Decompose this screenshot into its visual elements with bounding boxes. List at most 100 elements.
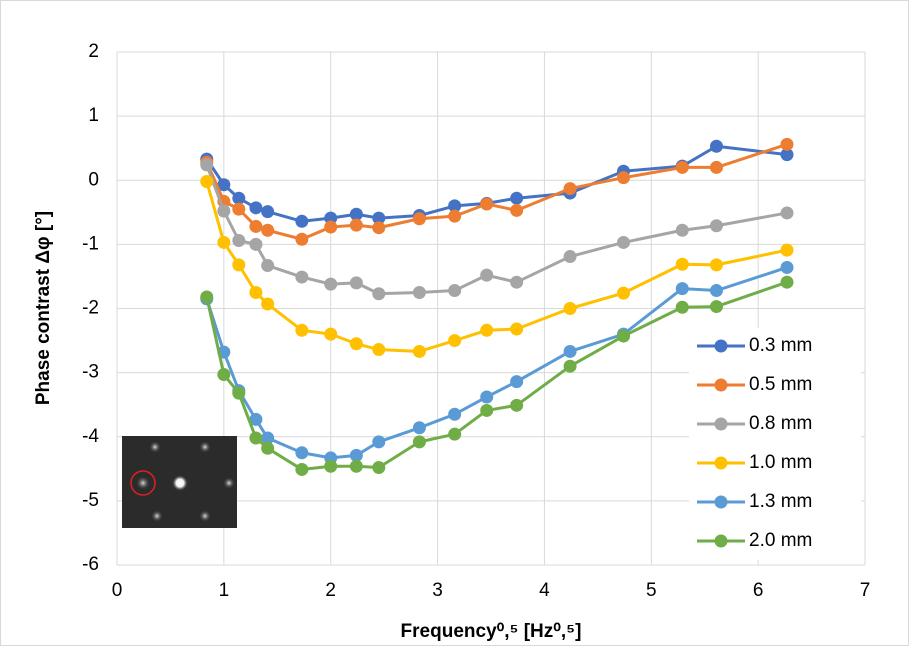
data-point xyxy=(232,202,246,216)
x-tick-label: 3 xyxy=(432,580,443,601)
data-point xyxy=(448,334,462,348)
data-point xyxy=(480,268,494,282)
inset-image xyxy=(122,436,237,528)
y-tick-label: 1 xyxy=(88,105,99,126)
data-point xyxy=(412,421,426,435)
data-point xyxy=(780,243,794,257)
series-line xyxy=(205,280,788,471)
data-point xyxy=(200,175,214,189)
data-point xyxy=(200,158,214,172)
data-point xyxy=(617,171,631,185)
y-tick-label: 0 xyxy=(88,169,99,190)
data-point xyxy=(372,211,386,225)
data-point xyxy=(709,160,723,174)
data-point xyxy=(249,201,263,215)
data-point xyxy=(675,223,689,237)
data-point xyxy=(412,344,426,358)
x-tick-label: 0 xyxy=(112,580,123,601)
data-point xyxy=(780,206,794,220)
data-point xyxy=(324,327,338,341)
data-point xyxy=(349,337,363,351)
data-point xyxy=(709,300,723,314)
x-axis-title: Frequency⁰,⁵ [Hz⁰,⁵] xyxy=(401,621,582,642)
data-point xyxy=(261,259,275,273)
data-point xyxy=(510,191,524,205)
legend-label: 0.5 mm xyxy=(749,374,812,395)
data-point xyxy=(780,260,794,274)
legend-marker xyxy=(714,339,728,353)
data-point xyxy=(448,427,462,441)
x-tick-label: 5 xyxy=(646,580,657,601)
data-point xyxy=(510,203,524,217)
data-point xyxy=(349,448,363,462)
data-point xyxy=(295,323,309,337)
legend-marker xyxy=(714,495,728,509)
data-point xyxy=(232,386,246,400)
data-point xyxy=(349,459,363,473)
legend-box xyxy=(689,328,861,560)
x-tick-label: 4 xyxy=(539,580,550,601)
data-point xyxy=(261,441,275,455)
data-point xyxy=(232,191,246,205)
data-point xyxy=(324,277,338,291)
data-point xyxy=(412,435,426,449)
data-point xyxy=(563,359,577,373)
data-point xyxy=(249,285,263,299)
data-point xyxy=(510,398,524,412)
data-point xyxy=(200,290,214,304)
data-point xyxy=(261,205,275,219)
data-point xyxy=(295,214,309,228)
data-point xyxy=(261,431,275,445)
y-axis-title: Phase contrast Δφ [°] xyxy=(33,211,54,405)
data-point xyxy=(709,219,723,233)
data-point xyxy=(709,284,723,298)
data-point xyxy=(709,258,723,272)
data-point xyxy=(295,232,309,246)
data-point xyxy=(510,322,524,336)
legend-marker xyxy=(714,534,728,548)
data-point xyxy=(349,218,363,232)
data-point xyxy=(249,237,263,251)
legend-label: 2.0 mm xyxy=(749,530,812,551)
data-point xyxy=(780,275,794,289)
data-point xyxy=(480,323,494,337)
data-point xyxy=(448,407,462,421)
legend-label: 1.3 mm xyxy=(749,491,812,512)
y-tick-label: -4 xyxy=(82,426,99,447)
data-point xyxy=(372,461,386,475)
x-tick-label: 6 xyxy=(753,580,764,601)
data-point xyxy=(232,234,246,248)
data-point xyxy=(249,431,263,445)
x-tick-label: 1 xyxy=(219,580,230,601)
y-tick-label: -3 xyxy=(82,362,99,383)
data-point xyxy=(675,282,689,296)
data-point xyxy=(480,403,494,417)
legend-label: 0.8 mm xyxy=(749,413,812,434)
data-point xyxy=(675,257,689,271)
y-tick-label: 2 xyxy=(88,41,99,62)
y-tick-label: -5 xyxy=(82,490,99,511)
data-point xyxy=(510,275,524,289)
x-tick-label: 2 xyxy=(325,580,336,601)
data-point xyxy=(675,300,689,314)
y-tick-label: -6 xyxy=(82,554,99,575)
data-point xyxy=(372,343,386,357)
data-point xyxy=(372,221,386,235)
data-point xyxy=(448,284,462,298)
data-point xyxy=(372,287,386,301)
data-point xyxy=(510,375,524,389)
data-point xyxy=(261,297,275,311)
data-point xyxy=(412,212,426,226)
data-point xyxy=(217,178,231,192)
data-point xyxy=(349,207,363,221)
data-point xyxy=(295,462,309,476)
data-point xyxy=(448,209,462,223)
data-point xyxy=(563,182,577,196)
data-point xyxy=(324,211,338,225)
data-point xyxy=(249,219,263,233)
data-point xyxy=(675,160,689,174)
data-point xyxy=(412,285,426,299)
data-point xyxy=(217,368,231,382)
data-point xyxy=(780,148,794,162)
data-point xyxy=(295,446,309,460)
